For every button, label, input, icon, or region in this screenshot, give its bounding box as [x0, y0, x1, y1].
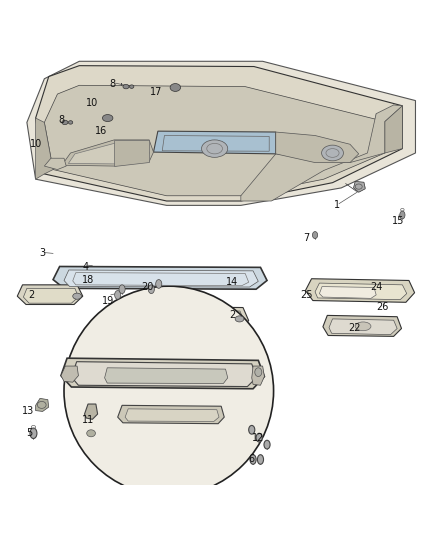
Text: 22: 22: [348, 322, 360, 333]
Polygon shape: [125, 409, 219, 422]
Polygon shape: [158, 310, 244, 327]
Polygon shape: [315, 283, 407, 300]
Ellipse shape: [250, 455, 256, 464]
Text: 2: 2: [229, 310, 235, 319]
Text: 12: 12: [252, 433, 265, 442]
Polygon shape: [35, 66, 403, 201]
Polygon shape: [329, 319, 397, 335]
Text: 1: 1: [334, 200, 340, 211]
Ellipse shape: [155, 280, 162, 288]
Polygon shape: [85, 404, 98, 419]
Text: 18: 18: [82, 276, 94, 286]
Text: 10: 10: [29, 139, 42, 149]
Ellipse shape: [256, 433, 262, 442]
Ellipse shape: [321, 145, 343, 161]
Text: 5: 5: [26, 429, 32, 438]
Text: 19: 19: [102, 296, 114, 306]
Ellipse shape: [62, 120, 68, 125]
Polygon shape: [353, 181, 365, 192]
Text: 2: 2: [28, 290, 34, 300]
Polygon shape: [319, 287, 376, 298]
Text: 26: 26: [377, 302, 389, 312]
Polygon shape: [153, 131, 276, 154]
Polygon shape: [64, 270, 258, 287]
Text: 24: 24: [370, 282, 382, 293]
Ellipse shape: [102, 115, 113, 122]
Text: 6: 6: [249, 455, 255, 464]
Ellipse shape: [355, 322, 371, 330]
Text: 25: 25: [300, 290, 313, 300]
Text: 15: 15: [392, 216, 404, 225]
Polygon shape: [44, 158, 66, 169]
Polygon shape: [276, 132, 359, 163]
Text: 17: 17: [149, 87, 162, 97]
Ellipse shape: [130, 85, 134, 88]
Polygon shape: [35, 118, 53, 179]
Ellipse shape: [87, 430, 95, 437]
Polygon shape: [385, 106, 403, 153]
Polygon shape: [35, 398, 49, 411]
Text: 7: 7: [303, 233, 310, 243]
Polygon shape: [71, 362, 257, 386]
Ellipse shape: [123, 84, 129, 89]
Text: 13: 13: [21, 407, 34, 416]
Polygon shape: [114, 140, 149, 166]
Ellipse shape: [255, 368, 262, 376]
Polygon shape: [61, 358, 265, 389]
Ellipse shape: [115, 290, 121, 299]
Polygon shape: [305, 279, 415, 302]
Text: 16: 16: [95, 126, 107, 136]
Text: 3: 3: [39, 248, 45, 259]
Text: 20: 20: [141, 282, 153, 293]
Polygon shape: [53, 266, 267, 289]
Polygon shape: [23, 288, 78, 303]
Circle shape: [64, 286, 274, 496]
Polygon shape: [323, 316, 402, 336]
Polygon shape: [17, 285, 83, 304]
Ellipse shape: [68, 120, 73, 124]
Ellipse shape: [312, 231, 318, 239]
Ellipse shape: [264, 440, 270, 449]
Polygon shape: [105, 368, 228, 384]
Text: 10: 10: [86, 98, 99, 108]
Polygon shape: [27, 61, 416, 205]
Polygon shape: [118, 405, 224, 424]
Polygon shape: [252, 366, 265, 385]
Ellipse shape: [73, 293, 81, 299]
Ellipse shape: [235, 316, 244, 322]
Ellipse shape: [119, 285, 125, 294]
Polygon shape: [151, 306, 249, 328]
Ellipse shape: [400, 211, 405, 219]
Ellipse shape: [148, 285, 154, 294]
Polygon shape: [62, 140, 153, 166]
Ellipse shape: [30, 428, 37, 439]
Text: 11: 11: [82, 415, 94, 425]
Text: 8: 8: [109, 79, 115, 89]
Text: 14: 14: [226, 277, 238, 287]
Ellipse shape: [258, 455, 264, 464]
Ellipse shape: [201, 140, 228, 157]
Text: 4: 4: [83, 262, 89, 271]
Text: 8: 8: [59, 115, 65, 125]
Polygon shape: [61, 366, 78, 382]
Polygon shape: [68, 143, 149, 164]
Ellipse shape: [249, 425, 255, 434]
Ellipse shape: [170, 84, 180, 92]
Polygon shape: [241, 105, 403, 201]
Polygon shape: [44, 85, 385, 196]
